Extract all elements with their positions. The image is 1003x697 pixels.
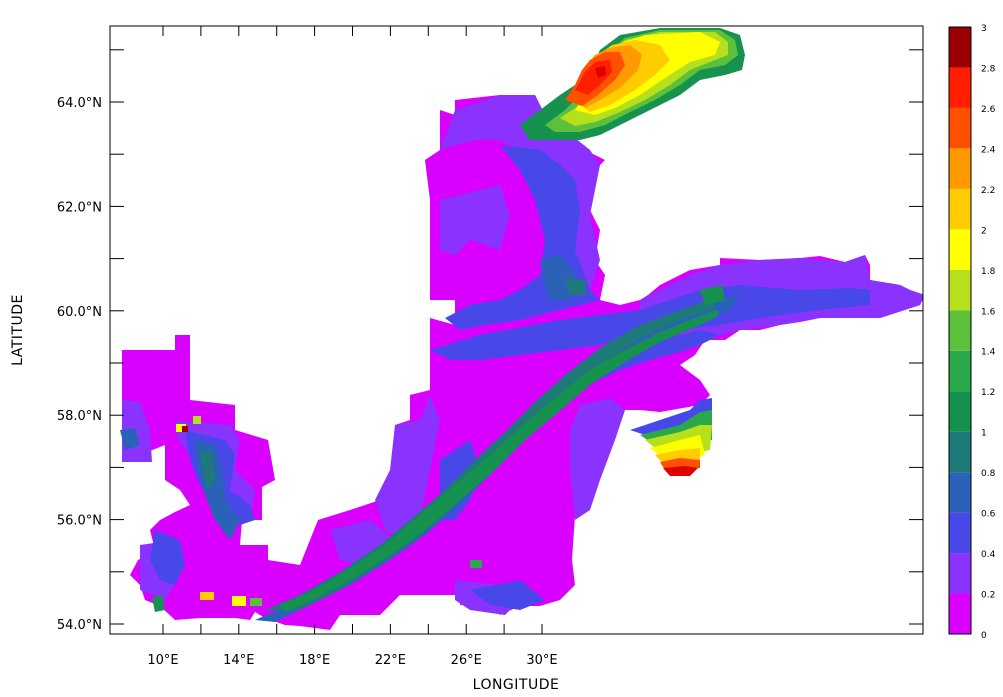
latitude-axis: 54.0°N 56.0°N 58.0°N 60.0°N 62.0°N 64.0°N xyxy=(57,49,923,633)
lat-tick-label: 64.0°N xyxy=(57,96,102,111)
lon-tick-label: 22°E xyxy=(375,653,406,668)
colorbar: 0 0.2 0.4 0.6 0.8 1 1.2 1.4 1.6 1.8 2 2.2 2.4 2.6 2.8 3 xyxy=(948,24,996,641)
lon-tick-label: 26°E xyxy=(451,653,482,668)
colorbar-band xyxy=(949,553,971,594)
x-axis-title: LONGITUDE xyxy=(473,677,560,693)
colorbar-label: 2 xyxy=(981,226,987,236)
lat-tick-label: 62.0°N xyxy=(57,200,102,215)
colorbar-band xyxy=(949,310,971,351)
colorbar-band xyxy=(949,27,971,68)
colorbar-label: 2.4 xyxy=(981,145,996,155)
lat-tick-label: 58.0°N xyxy=(57,409,102,424)
colorbar-label: 1.8 xyxy=(981,267,996,277)
sea-field xyxy=(120,28,923,630)
y-axis-title: LATITUDE xyxy=(10,294,26,366)
colorbar-band xyxy=(949,188,971,230)
plot-frame xyxy=(109,25,924,635)
colorbar-label: 3 xyxy=(981,24,987,34)
colorbar-label: 0 xyxy=(981,631,987,641)
colorbar-label: 0.4 xyxy=(981,550,996,560)
sea-level-1 xyxy=(152,285,725,612)
colorbar-label: 0.8 xyxy=(981,469,996,479)
lon-tick-label: 14°E xyxy=(223,653,254,668)
colorbar-band xyxy=(949,269,971,311)
lat-tick-label: 60.0°N xyxy=(57,305,102,320)
colorbar-label: 1.4 xyxy=(981,348,996,358)
colorbar-label: 0.6 xyxy=(981,510,996,520)
colorbar-label: 1 xyxy=(981,429,987,439)
lon-tick-label: 10°E xyxy=(147,653,178,668)
lat-tick-label: 56.0°N xyxy=(57,514,102,529)
colorbar-label: 2.6 xyxy=(981,105,996,115)
sea-level-0_8 xyxy=(200,278,715,610)
colorbar-band xyxy=(949,107,971,149)
colorbar-band xyxy=(949,512,971,554)
sea-level-0 xyxy=(122,95,923,630)
colorbar-band xyxy=(949,229,971,270)
lat-tick-label: 54.0°N xyxy=(57,618,102,633)
colorbar-label: 2.2 xyxy=(981,186,995,196)
colorbar-band xyxy=(949,431,971,473)
colorbar-band xyxy=(949,472,971,513)
colorbar-label: 1.6 xyxy=(981,307,996,317)
colorbar-label: 0.2 xyxy=(981,591,995,601)
colorbar-band xyxy=(949,350,971,392)
lon-tick-label: 30°E xyxy=(526,653,557,668)
colorbar-label: 1.2 xyxy=(981,388,995,398)
colorbar-band xyxy=(949,593,971,634)
colorbar-band xyxy=(949,148,971,189)
longitude-axis: 10°E 14°E 18°E 22°E 26°E 30°E xyxy=(147,26,558,668)
colorbar-band xyxy=(949,391,971,432)
colorbar-frame xyxy=(948,26,972,635)
colorbar-band xyxy=(949,67,971,108)
hot-spots xyxy=(176,416,482,606)
gulf-of-riga-plume xyxy=(630,398,712,476)
lon-tick-label: 18°E xyxy=(299,653,330,668)
bothnian-bay-plume xyxy=(520,28,745,140)
colorbar-label: 2.8 xyxy=(981,64,996,74)
